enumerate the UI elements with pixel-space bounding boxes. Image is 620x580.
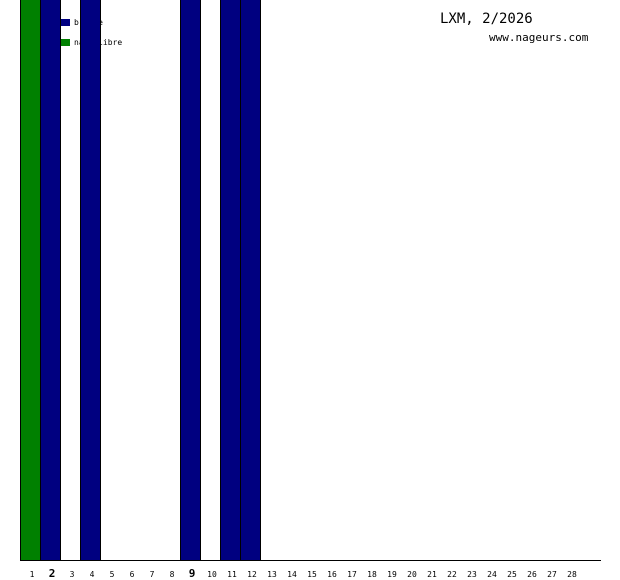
x-tick-label-21: 21 (427, 570, 437, 579)
bars (20, 0, 261, 561)
bar-brasse-9 (180, 0, 201, 561)
x-tick-label-16: 16 (327, 570, 337, 579)
bar-brasse-2 (40, 0, 61, 561)
x-tick-label-8: 8 (170, 570, 175, 579)
x-tick-label-15: 15 (307, 570, 317, 579)
x-tick-label-7: 7 (150, 570, 155, 579)
x-tick-label-19: 19 (387, 570, 397, 579)
x-tick-label-9: 9 (189, 567, 196, 580)
x-tick-label-11: 11 (227, 570, 237, 579)
x-tick-label-14: 14 (287, 570, 297, 579)
x-tick-label-5: 5 (110, 570, 115, 579)
x-tick-label-26: 26 (527, 570, 537, 579)
x-tick-label-20: 20 (407, 570, 417, 579)
x-tick-label-4: 4 (90, 570, 95, 579)
x-tick-label-10: 10 (207, 570, 217, 579)
x-axis-ticks: 1 2 3 4 5 6 7 8 9 10 11 12 13 14 15 16 17 18 19 20 21 22 23 24 2… (30, 567, 577, 580)
x-tick-label-1: 1 (30, 570, 35, 579)
x-tick-label-6: 6 (130, 570, 135, 579)
x-tick-label-27: 27 (547, 570, 557, 579)
bar-nage-libre-1 (20, 0, 41, 561)
chart-title: LXM, 2/2026 (440, 11, 533, 27)
x-tick-label-22: 22 (447, 570, 457, 579)
site-label: www.nageurs.com (489, 31, 589, 44)
x-tick-label-28: 28 (567, 570, 577, 579)
x-tick-label-18: 18 (367, 570, 377, 579)
bar-brasse-4 (80, 0, 101, 561)
x-tick-label-25: 25 (507, 570, 517, 579)
bar-brasse-12 (240, 0, 261, 561)
x-tick-label-12: 12 (247, 570, 257, 579)
x-tick-label-2: 2 (49, 567, 56, 580)
x-tick-label-23: 23 (467, 570, 477, 579)
x-tick-label-3: 3 (70, 570, 75, 579)
x-tick-label-13: 13 (267, 570, 277, 579)
x-tick-label-17: 17 (347, 570, 357, 579)
x-tick-label-24: 24 (487, 570, 497, 579)
bar-brasse-11 (220, 0, 241, 561)
